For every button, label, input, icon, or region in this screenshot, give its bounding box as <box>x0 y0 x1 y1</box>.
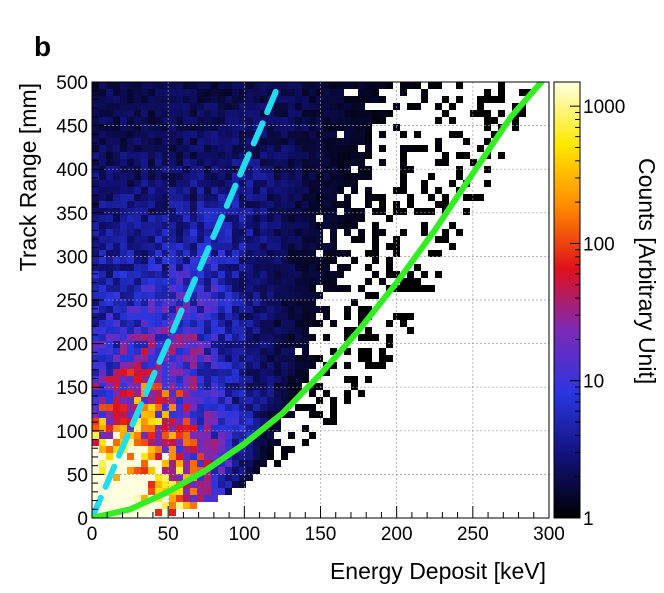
y-tick-label: 250 <box>56 291 88 312</box>
x-tick-label: 150 <box>305 524 337 545</box>
colorbar-tick-label: 1 <box>583 509 594 530</box>
y-tick-label: 300 <box>56 247 88 268</box>
density-map <box>92 82 533 518</box>
x-tick-label: 100 <box>228 524 260 545</box>
fit-curves <box>92 82 545 518</box>
y-tick-label: 100 <box>56 422 88 443</box>
panel-label: b <box>34 31 51 62</box>
y-tick-label: 350 <box>56 204 88 225</box>
x-tick-label: 200 <box>381 524 413 545</box>
y-tick-label: 200 <box>56 335 88 356</box>
x-axis: 0 50 100 150 200 250 300 <box>87 506 565 545</box>
x-tick-label: 0 <box>87 524 98 545</box>
x-tick-label: 50 <box>158 524 179 545</box>
colorbar-axis: 1 10 100 1000 <box>570 97 625 530</box>
colorbar-tick-label: 10 <box>583 372 604 393</box>
fit-curve-1 <box>92 82 283 518</box>
x-tick-label: 300 <box>533 524 565 545</box>
y-axis-title: Track Range [mm] <box>15 83 41 271</box>
colorbar-tick-label: 100 <box>583 234 615 255</box>
y-tick-label: 150 <box>56 378 88 399</box>
y-tick-label: 50 <box>67 465 88 486</box>
y-tick-label: 450 <box>56 117 88 138</box>
grid-lines <box>92 82 549 518</box>
x-tick-label: 250 <box>457 524 489 545</box>
colorbar-title: Counts [Arbitrary Unit] <box>634 158 660 384</box>
colorbar <box>553 81 581 519</box>
y-axis: 0 50 100 150 200 250 300 350 400 450 500 <box>56 73 104 530</box>
y-tick-label: 0 <box>77 509 88 530</box>
fit-curve-2 <box>92 82 545 518</box>
x-axis-title: Energy Deposit [keV] <box>330 558 546 584</box>
y-tick-label: 400 <box>56 160 88 181</box>
colorbar-tick-label: 1000 <box>583 97 625 118</box>
y-tick-label: 500 <box>56 73 88 94</box>
